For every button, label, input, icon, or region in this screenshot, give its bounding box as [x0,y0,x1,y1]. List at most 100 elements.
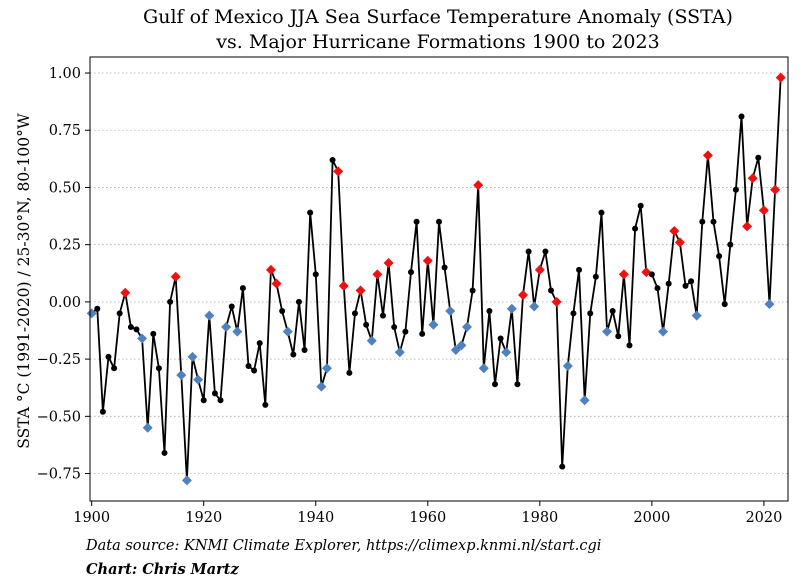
data-point [245,362,252,369]
y-tick-label: 0.00 [49,295,81,311]
data-point-blue-diamond [501,347,512,358]
data-point [301,346,308,353]
data-point [688,278,695,285]
data-point-blue-diamond [321,363,332,374]
data-point-blue-diamond [204,310,215,321]
data-point [391,324,398,331]
data-point-red-diamond [355,285,366,296]
data-point [329,156,336,163]
data-point [755,154,762,161]
data-point-blue-diamond [193,374,204,385]
data-point-red-diamond [641,267,652,278]
data-point [217,397,224,404]
data-point [133,326,140,333]
data-point-red-diamond [551,296,562,307]
data-point-blue-diamond [562,360,573,371]
data-point [486,308,493,315]
data-point-blue-diamond [478,363,489,374]
data-point-red-diamond [674,237,685,248]
data-point-blue-diamond [181,475,192,486]
data-point-blue-diamond [658,326,669,337]
data-point [94,305,101,312]
data-point-blue-diamond [221,322,232,333]
gridlines [90,72,788,474]
data-point [587,310,594,317]
data-point-red-diamond [265,264,276,275]
y-tick-label: −0.25 [37,352,81,368]
data-point-blue-diamond [394,347,405,358]
x-tick-label: 1980 [521,510,558,526]
data-point-blue-diamond [764,299,775,310]
data-point [732,186,739,193]
data-point-red-diamond [120,287,131,298]
y-tick-label: 0.75 [49,123,81,139]
y-tick-label: −0.50 [37,409,81,425]
data-point [514,381,521,388]
plot-frame [89,56,789,502]
data-point [256,340,263,347]
series-line [91,77,782,482]
data-point [351,310,358,317]
data-point [200,397,207,404]
data-point [379,312,386,319]
x-tick-label: 2020 [745,510,782,526]
y-axis: −0.75 −0.50 −0.25 0.00 0.25 0.50 0.75 1.00 [37,66,90,483]
data-point-blue-diamond [691,310,702,321]
data-point [615,333,622,340]
data-point [576,266,583,273]
data-point [727,241,734,248]
data-point [239,285,246,292]
data-point-red-diamond [170,271,181,282]
data-point [407,269,414,276]
data-point-blue-diamond [137,333,148,344]
data-point [167,298,174,305]
data-point [497,335,504,342]
data-point-red-diamond [422,255,433,266]
data-point [721,301,728,308]
data-point [609,308,616,315]
x-tick-label: 2000 [633,510,670,526]
data-point [632,225,639,232]
data-point-red-diamond [669,225,680,236]
data-point-blue-diamond [445,306,456,317]
data-point-blue-diamond [506,303,517,314]
data-point [716,253,723,260]
data-point-red-diamond [333,166,344,177]
data-point-blue-diamond [602,326,613,337]
data-point [262,401,269,408]
data-point [346,369,353,376]
data-point [419,330,426,337]
data-point-red-diamond [338,280,349,291]
data-point [682,282,689,289]
x-tick-label: 1900 [73,510,110,526]
data-point [542,248,549,255]
x-tick-label: 1960 [409,510,446,526]
data-point-blue-diamond [456,340,467,351]
data-point-red-diamond [742,221,753,232]
data-point [592,273,599,280]
chart-title-line2: vs. Major Hurricane Formations 1900 to 2… [215,31,659,53]
data-point [738,113,745,120]
data-point-blue-diamond [187,351,198,362]
data-point [290,351,297,358]
data-point [307,209,314,216]
data-point-red-diamond [747,173,758,184]
data-point [654,285,661,292]
y-axis-label: SSTA °C (1991-2020) / 25-30°N, 80-100°W [15,113,33,449]
data-point [127,324,134,331]
data-point [598,209,605,216]
data-point-blue-diamond [86,308,97,319]
data-point-blue-diamond [462,322,473,333]
data-points [86,72,786,486]
data-point-red-diamond [702,150,713,161]
data-point [155,365,162,372]
data-source-note: Data source: KNMI Climate Explorer, http… [86,538,602,554]
data-point [648,271,655,278]
data-point [116,310,123,317]
data-point [150,330,157,337]
data-point [525,248,532,255]
data-point-blue-diamond [176,370,187,381]
y-tick-label: 0.25 [49,238,81,254]
data-point-blue-diamond [428,319,439,330]
